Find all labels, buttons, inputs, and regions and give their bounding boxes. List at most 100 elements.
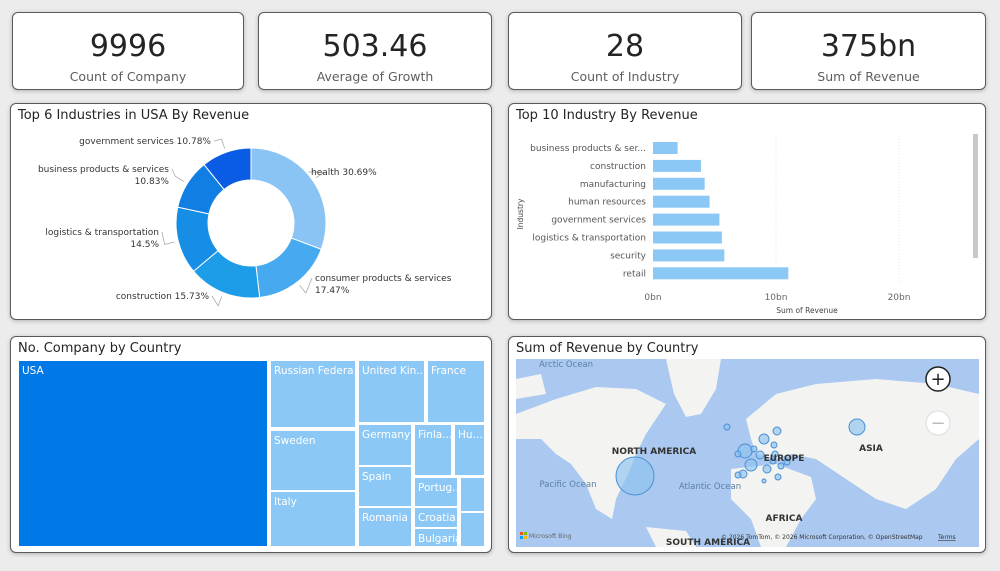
kpi-card-sum-revenue: 375bn Sum of Revenue bbox=[751, 12, 986, 90]
treemap-tile[interactable]: France bbox=[427, 360, 485, 423]
x-axis-title: Sum of Revenue bbox=[776, 306, 838, 315]
bar[interactable] bbox=[653, 213, 720, 226]
bar-chart[interactable]: 0bn 10bn 20bn business products & ser... con… bbox=[509, 104, 985, 319]
chart-title: No. Company by Country bbox=[18, 341, 182, 356]
kpi-card-count-industry: 28 Count of Industry bbox=[508, 12, 742, 90]
label-arctic: Arctic Ocean bbox=[539, 360, 593, 370]
chart-title: Top 6 Industries in USA By Revenue bbox=[18, 108, 250, 123]
svg-text:Microsoft Bing: Microsoft Bing bbox=[529, 533, 572, 540]
chart-title: Top 10 Industry By Revenue bbox=[516, 108, 698, 123]
bubble-romania bbox=[777, 462, 785, 470]
kpi-label: Count of Industry bbox=[570, 69, 680, 84]
treemap-tile[interactable]: Bulgaria bbox=[414, 528, 458, 547]
treemap-tile[interactable] bbox=[460, 477, 485, 512]
label-pacific: Pacific Ocean bbox=[540, 480, 597, 490]
kpi-label: Count of Company bbox=[69, 69, 187, 84]
y-tick-label: security bbox=[610, 251, 647, 261]
y-axis-title: Industry bbox=[516, 198, 525, 229]
label-north-america: NORTH AMERICA bbox=[612, 447, 696, 457]
kpi-value: 503.46 bbox=[322, 29, 428, 64]
map-copyright: © 2026 TomTom, © 2026 Microsoft Corporat… bbox=[721, 534, 923, 541]
leader-line bbox=[299, 277, 313, 294]
bubble-malta bbox=[761, 478, 767, 484]
bar[interactable] bbox=[653, 267, 789, 280]
donut-slice[interactable] bbox=[250, 147, 327, 250]
y-tick-label: human resources bbox=[568, 198, 646, 208]
bar[interactable] bbox=[653, 231, 722, 244]
data-label: health 30.69% bbox=[311, 168, 377, 178]
treemap-tile[interactable]: Hu... bbox=[454, 424, 485, 476]
data-label: consumer products & services 17.47% bbox=[315, 274, 452, 296]
treemap-tile[interactable] bbox=[460, 512, 485, 547]
map-card[interactable]: Sum of Revenue by Country bbox=[508, 336, 986, 553]
treemap-tile[interactable]: Spain bbox=[358, 466, 412, 507]
north-america bbox=[516, 387, 666, 519]
data-label: government services 10.78% bbox=[79, 137, 211, 147]
treemap-tile[interactable]: Romania bbox=[358, 507, 412, 547]
bubble-balkans bbox=[769, 457, 777, 465]
bubble-portugal bbox=[734, 471, 742, 479]
donut-chart[interactable]: health 30.69% consumer products & service… bbox=[11, 104, 491, 319]
treemap-tile[interactable]: Finla... bbox=[414, 424, 452, 476]
y-tick-label: business products & ser... bbox=[530, 144, 646, 154]
bubble-ireland bbox=[734, 450, 742, 458]
treemap-tile[interactable]: United Kin... bbox=[358, 360, 425, 423]
bar[interactable] bbox=[653, 177, 705, 190]
bar[interactable] bbox=[653, 249, 725, 262]
data-label: logistics & transportation 14.5% bbox=[45, 228, 159, 250]
south-america bbox=[646, 527, 696, 547]
svg-text:−: − bbox=[930, 413, 945, 434]
treemap-tile[interactable]: Croatia bbox=[414, 507, 458, 528]
kpi-card-average-growth: 503.46 Average of Growth bbox=[258, 12, 492, 90]
scrollbar[interactable] bbox=[973, 134, 978, 258]
bar-chart-card[interactable]: Top 10 Industry By Revenue 0bn 10bn 20bn bu… bbox=[508, 103, 986, 320]
treemap-tile[interactable]: Portug... bbox=[414, 477, 458, 507]
leader-line bbox=[161, 231, 175, 245]
chart-title: Sum of Revenue by Country bbox=[516, 341, 699, 356]
map[interactable]: Arctic Ocean Pacific Ocean Atlantic Ocea… bbox=[516, 359, 979, 547]
treemap-card[interactable]: No. Company by Country USA Russian Federa… bbox=[10, 336, 492, 553]
donut-chart-card[interactable]: Top 6 Industries in USA By Revenue healt… bbox=[10, 103, 492, 320]
y-tick-label: retail bbox=[623, 269, 646, 279]
x-tick-label: 0bn bbox=[644, 293, 661, 303]
y-tick-label: construction bbox=[590, 162, 646, 172]
x-tick-label: 20bn bbox=[888, 293, 911, 303]
label-atlantic: Atlantic Ocean bbox=[679, 482, 741, 492]
label-asia: ASIA bbox=[859, 444, 883, 454]
label-europe: EUROPE bbox=[764, 454, 805, 464]
eurasia bbox=[746, 379, 979, 509]
y-tick-label: manufacturing bbox=[580, 180, 646, 190]
alaska-east bbox=[516, 374, 546, 399]
zoom-out-button[interactable]: − bbox=[925, 410, 951, 436]
treemap-tile[interactable]: Germany bbox=[358, 424, 412, 466]
bubble-iceland bbox=[723, 423, 731, 431]
bubble-sweden bbox=[758, 433, 770, 445]
leader-line bbox=[213, 138, 226, 149]
y-tick-label: government services bbox=[551, 216, 646, 226]
x-tick-label: 10bn bbox=[765, 293, 788, 303]
bubble-usa bbox=[615, 456, 655, 496]
bubble-germany bbox=[755, 450, 765, 460]
kpi-label: Average of Growth bbox=[316, 69, 434, 84]
treemap-tile[interactable]: Italy bbox=[270, 491, 356, 547]
donut-slice[interactable] bbox=[255, 237, 322, 299]
kpi-label: Sum of Revenue bbox=[817, 69, 920, 84]
bar[interactable] bbox=[653, 195, 710, 208]
y-tick-label: logistics & transportation bbox=[532, 234, 646, 244]
zoom-in-button[interactable]: + bbox=[925, 366, 951, 392]
leader-line bbox=[171, 168, 184, 182]
bubble-france bbox=[744, 458, 758, 472]
donut-slice[interactable] bbox=[203, 147, 252, 191]
kpi-value: 375bn bbox=[820, 29, 917, 64]
kpi-value: 28 bbox=[605, 29, 645, 64]
bar[interactable] bbox=[653, 142, 678, 154]
bubble-baltic bbox=[770, 441, 778, 449]
bar[interactable] bbox=[653, 159, 701, 172]
map-terms-link[interactable]: Terms bbox=[937, 534, 956, 541]
treemap-tile[interactable]: USA bbox=[18, 360, 268, 547]
treemap-tile[interactable]: Russian Federa... bbox=[270, 360, 356, 428]
label-south-america: SOUTH AMERICA bbox=[666, 538, 750, 547]
treemap-tile[interactable]: Sweden bbox=[270, 430, 356, 491]
bing-logo: Microsoft Bing bbox=[520, 532, 572, 540]
svg-text:+: + bbox=[930, 369, 945, 390]
